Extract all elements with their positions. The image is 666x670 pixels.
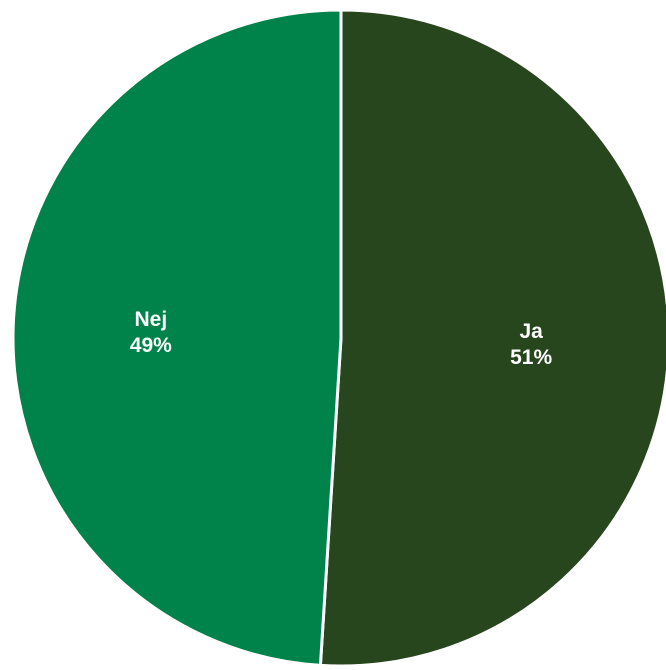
pie-slice-ja xyxy=(318,8,666,668)
pie-slice-nej xyxy=(11,8,343,667)
slice-label-ja: Ja xyxy=(519,320,543,343)
slice-label-nej: Nej xyxy=(135,308,168,331)
pie-labels: Ja 51% Nej 49% xyxy=(130,308,553,369)
pie-slices xyxy=(11,8,666,668)
slice-value-ja: 51% xyxy=(510,346,552,369)
slice-value-nej: 49% xyxy=(130,334,172,357)
